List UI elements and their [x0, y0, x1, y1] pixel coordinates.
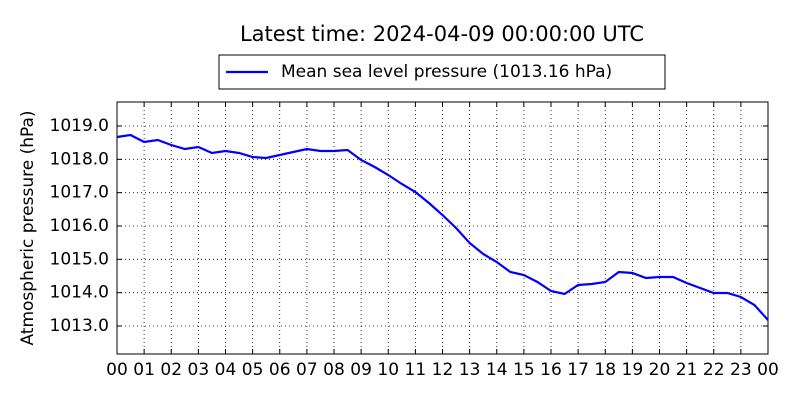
y-tick-label: 1016.0	[50, 216, 109, 236]
x-tick-label: 20	[649, 360, 671, 380]
x-tick-label: 10	[377, 360, 399, 380]
x-tick-label: 01	[133, 360, 155, 380]
y-tick-label: 1019.0	[50, 116, 109, 136]
x-tick-label: 00	[106, 360, 128, 380]
x-tick-label: 00	[757, 360, 779, 380]
x-tick-label: 05	[242, 360, 264, 380]
x-tick-label: 13	[459, 360, 481, 380]
x-tick-label: 14	[486, 360, 508, 380]
x-tick-label: 12	[432, 360, 454, 380]
x-tick-label: 19	[622, 360, 644, 380]
x-tick-label: 15	[513, 360, 535, 380]
chart-title: Latest time: 2024-04-09 00:00:00 UTC	[240, 22, 644, 46]
x-tick-label: 11	[405, 360, 427, 380]
x-tick-label: 07	[296, 360, 318, 380]
x-tick-label: 08	[323, 360, 345, 380]
y-tick-label: 1014.0	[50, 283, 109, 303]
x-tick-label: 09	[350, 360, 372, 380]
x-tick-label: 16	[540, 360, 562, 380]
x-tick-label: 18	[594, 360, 616, 380]
y-tick-label: 1017.0	[50, 183, 109, 203]
plot-frame	[116, 101, 769, 355]
x-tick-label: 04	[215, 360, 237, 380]
x-tick-label: 17	[567, 360, 589, 380]
x-tick-label: 21	[676, 360, 698, 380]
y-tick-label: 1015.0	[50, 249, 109, 269]
x-tick-label: 06	[269, 360, 291, 380]
x-tick-label: 02	[160, 360, 182, 380]
data-line	[116, 133, 769, 321]
y-tick-label: 1018.0	[50, 149, 109, 169]
legend-label: Mean sea level pressure (1013.16 hPa)	[281, 62, 612, 82]
y-tick-label: 1013.0	[50, 316, 109, 336]
x-tick-label: 23	[730, 360, 752, 380]
x-tick-label: 03	[188, 360, 210, 380]
y-axis-label: Atmospheric pressure (hPa)	[18, 110, 38, 345]
legend	[218, 54, 666, 90]
x-tick-label: 22	[703, 360, 725, 380]
